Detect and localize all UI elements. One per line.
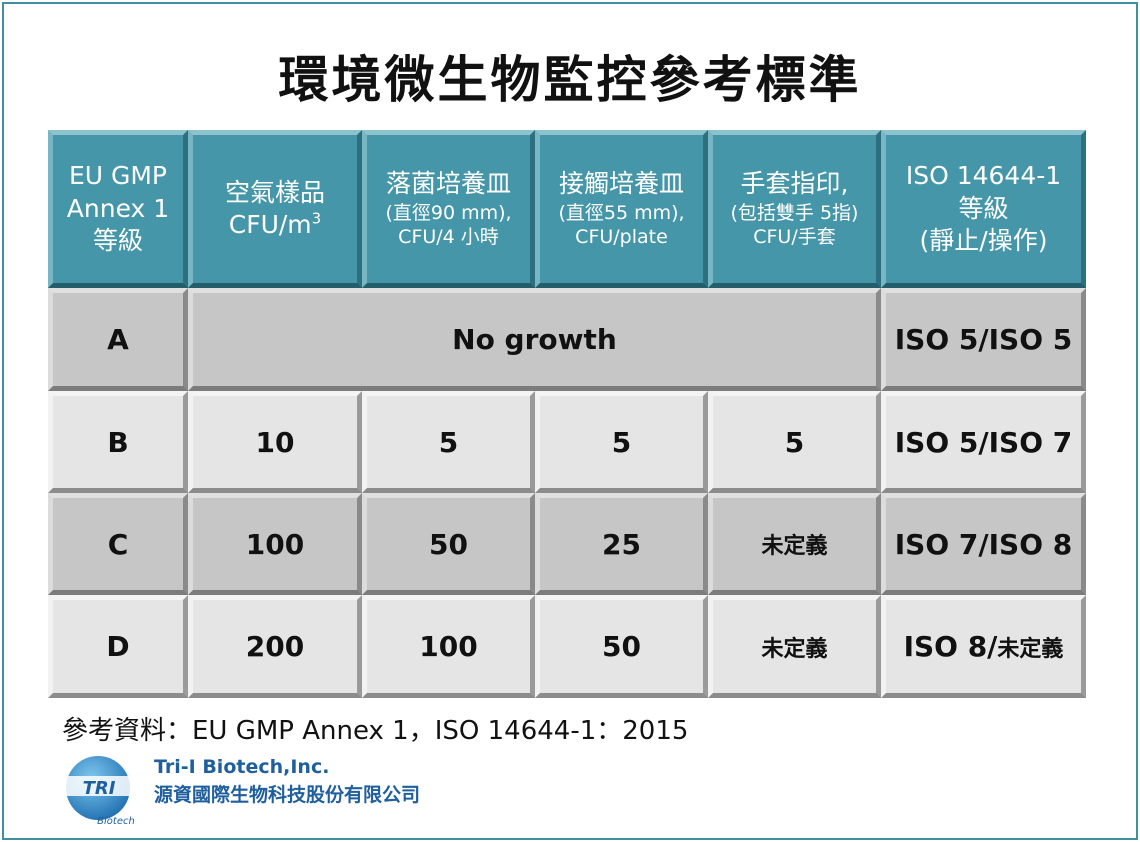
header-air-line1: 空氣樣品 (224, 177, 325, 207)
header-iso-class: ISO 14644-1 等級 (靜止/操作) (881, 130, 1086, 288)
row-d-air: 200 (188, 595, 362, 698)
header-air-unit: CFU/m (228, 210, 312, 239)
row-c-contact: 25 (535, 493, 708, 595)
header-contact-plate: 接觸培養皿 (直徑55 mm), CFU/plate (535, 130, 708, 288)
row-c-iso: ISO 7/ISO 8 (881, 493, 1086, 595)
header-grade-line1: EU GMP (68, 161, 168, 191)
row-b-air: 10 (188, 391, 362, 493)
row-d-contact: 50 (535, 595, 708, 698)
standards-table: EU GMP Annex 1 等級 空氣樣品 CFU/m3 落菌培養皿 (直徑9… (48, 130, 1086, 698)
row-c-air: 100 (188, 493, 362, 595)
row-a-iso: ISO 5/ISO 5 (881, 288, 1086, 391)
reference-note: 參考資料：EU GMP Annex 1，ISO 14644-1：2015 (62, 716, 689, 746)
page-title: 環境微生物監控參考標準 (278, 51, 862, 109)
row-a-grade: A (48, 288, 188, 391)
row-a-no-growth: No growth (188, 288, 881, 391)
header-contact-line3: CFU/plate (575, 226, 668, 249)
row-d-iso: ISO 8/未定義 (881, 595, 1086, 698)
row-b-iso: ISO 5/ISO 7 (881, 391, 1086, 493)
company-name-en: Tri-I Biotech,Inc. (154, 756, 330, 778)
header-settle-plate: 落菌培養皿 (直徑90 mm), CFU/4 小時 (362, 130, 535, 288)
header-settle-line1: 落菌培養皿 (385, 169, 511, 199)
row-c-glove: 未定義 (708, 493, 881, 595)
row-d-iso-suffix: 未定義 (997, 636, 1064, 662)
header-iso-line3: (靜止/操作) (919, 226, 1048, 256)
row-d-grade: D (48, 595, 188, 698)
header-glove-line1: 手套指印, (740, 169, 849, 199)
logo-text: TRI (83, 778, 116, 799)
header-grade-line2: Annex 1 (66, 193, 170, 223)
row-d-glove: 未定義 (708, 595, 881, 698)
header-air-sample: 空氣樣品 CFU/m3 (188, 130, 362, 288)
header-glove-line3: CFU/手套 (753, 226, 836, 249)
logo-caption: Biotech (97, 816, 135, 827)
row-b-settle: 5 (362, 391, 535, 493)
header-grade: EU GMP Annex 1 等級 (48, 130, 188, 288)
header-glove-print: 手套指印, (包括雙手 5指) CFU/手套 (708, 130, 881, 288)
row-d-iso-main: ISO 8/ (903, 630, 998, 663)
company-logo: TRI Biotech (66, 756, 135, 827)
header-glove-line2: (包括雙手 5指) (730, 201, 859, 224)
row-b-glove: 5 (708, 391, 881, 493)
header-iso-line1: ISO 14644-1 (905, 161, 1062, 191)
row-b-contact: 5 (535, 391, 708, 493)
row-b-grade: B (48, 391, 188, 493)
header-settle-line2: (直徑90 mm), (385, 201, 512, 224)
header-contact-line1: 接觸培養皿 (558, 169, 684, 199)
header-air-unit-sup: 3 (311, 209, 322, 228)
header-settle-line3: CFU/4 小時 (398, 226, 499, 249)
row-c-grade: C (48, 493, 188, 595)
company-name-zh: 源資國際生物科技股份有限公司 (154, 784, 421, 806)
header-grade-line3: 等級 (92, 226, 143, 256)
header-iso-line2: 等級 (958, 193, 1009, 223)
row-d-settle: 100 (362, 595, 535, 698)
header-contact-line2: (直徑55 mm), (558, 201, 685, 224)
row-c-settle: 50 (362, 493, 535, 595)
